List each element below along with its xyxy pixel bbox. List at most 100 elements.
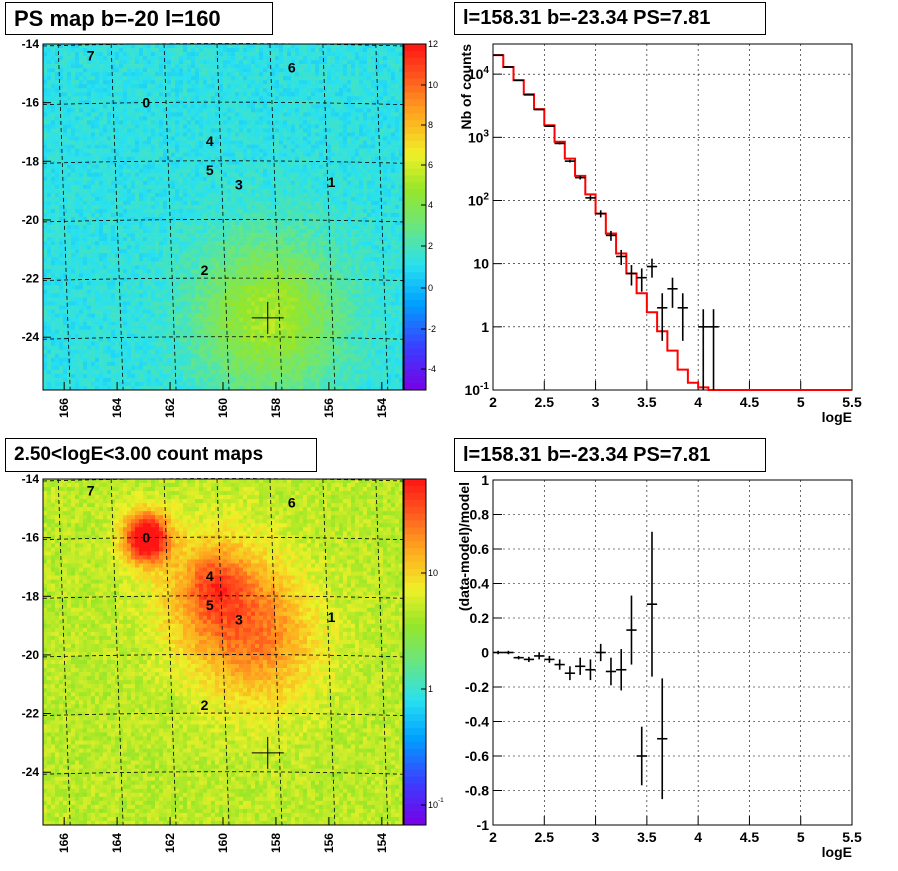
heatmap-cell <box>43 96 48 101</box>
heatmap-cell <box>207 192 212 198</box>
heatmap-cell <box>203 208 208 214</box>
heatmap-cell <box>155 253 160 258</box>
heatmap-cell <box>363 208 368 214</box>
heatmap-cell <box>271 52 276 57</box>
heatmap-cell <box>319 160 324 165</box>
heatmap-cell <box>83 64 88 69</box>
heatmap-cell <box>127 152 132 157</box>
heatmap-cell <box>131 100 136 105</box>
heatmap-cell <box>163 188 168 194</box>
heatmap-cell <box>87 148 92 153</box>
heatmap-cell <box>383 108 388 113</box>
heatmap-cell <box>51 233 56 238</box>
heatmap-cell <box>327 200 332 206</box>
heatmap-cell <box>139 196 144 202</box>
heatmap-cell <box>163 116 168 121</box>
heatmap-cell <box>155 80 160 85</box>
heatmap-cell <box>143 120 148 125</box>
heatmap-cell <box>315 200 320 206</box>
heatmap-cell <box>239 44 244 49</box>
heatmap-cell <box>239 132 244 137</box>
heatmap-cell <box>131 257 136 262</box>
heatmap-cell <box>191 120 196 125</box>
heatmap-cell <box>399 148 404 153</box>
heatmap-cell <box>255 217 260 222</box>
heatmap-cell <box>383 80 388 85</box>
heatmap-cell <box>171 245 176 250</box>
heatmap-cell <box>95 104 100 109</box>
heatmap-cell <box>279 72 284 77</box>
heatmap-cell <box>339 76 344 81</box>
heatmap-cell <box>51 245 56 250</box>
heatmap-cell <box>91 237 96 242</box>
heatmap-cell <box>147 237 152 242</box>
heatmap-cell <box>111 188 116 194</box>
heatmap-cell <box>139 229 144 234</box>
heatmap-cell <box>179 200 184 206</box>
heatmap-cell <box>339 204 344 210</box>
heatmap-cell <box>207 241 212 246</box>
heatmap-cell <box>271 44 276 49</box>
heatmap-cell <box>375 225 380 230</box>
heatmap-cell <box>391 241 396 246</box>
heatmap-cell <box>251 60 256 65</box>
heatmap-cell <box>343 208 348 214</box>
heatmap-cell <box>279 52 284 57</box>
heatmap-cell <box>275 257 280 262</box>
heatmap-cell <box>287 56 292 61</box>
heatmap-cell <box>175 128 180 133</box>
heatmap-cell <box>107 192 112 198</box>
heatmap-cell <box>291 128 296 133</box>
heatmap-cell <box>387 52 392 57</box>
heatmap-cell <box>283 152 288 157</box>
heatmap-cell <box>295 241 300 246</box>
heatmap-cell <box>43 261 48 266</box>
heatmap-cell <box>227 261 232 266</box>
heatmap-cell <box>127 48 132 53</box>
heatmap-cell <box>331 124 336 129</box>
heatmap-cell <box>387 60 392 65</box>
heatmap-cell <box>159 237 164 242</box>
heatmap-cell <box>203 229 208 234</box>
heatmap-cell <box>231 76 236 81</box>
heatmap-cell <box>99 108 104 113</box>
heatmap-cell <box>299 140 304 145</box>
heatmap-cell <box>183 265 188 270</box>
heatmap-cell <box>55 108 60 113</box>
heatmap-cell <box>259 164 264 170</box>
heatmap-cell <box>395 168 400 174</box>
heatmap-cell <box>311 196 316 202</box>
heatmap-cell <box>363 80 368 85</box>
heatmap-cell <box>391 104 396 109</box>
heatmap-cell <box>195 261 200 266</box>
heatmap-cell <box>119 152 124 157</box>
heatmap-cell <box>319 204 324 210</box>
heatmap-cell <box>239 112 244 117</box>
heatmap-cell <box>191 148 196 153</box>
heatmap-cell <box>83 124 88 129</box>
heatmap-cell <box>271 188 276 194</box>
heatmap-cell <box>343 68 348 73</box>
heatmap-cell <box>227 221 232 226</box>
heatmap-cell <box>351 188 356 194</box>
heatmap-cell <box>95 72 100 77</box>
heatmap-cell <box>95 265 100 270</box>
heatmap-cell <box>395 192 400 198</box>
heatmap-cell <box>51 108 56 113</box>
heatmap-cell <box>371 164 376 170</box>
heatmap-cell <box>67 164 72 170</box>
heatmap-cell <box>355 196 360 202</box>
heatmap-cell <box>191 241 196 246</box>
heatmap-cell <box>243 72 248 77</box>
heatmap-cell <box>107 92 112 97</box>
heatmap-cell <box>267 104 272 109</box>
heatmap-cell <box>107 104 112 109</box>
heatmap-cell <box>111 225 116 230</box>
heatmap-cell <box>171 221 176 226</box>
heatmap-cell <box>287 229 292 234</box>
heatmap-cell <box>331 200 336 206</box>
heatmap-cell <box>271 212 276 218</box>
heatmap-cell <box>155 188 160 194</box>
heatmap-cell <box>375 188 380 194</box>
heatmap-cell <box>51 56 56 61</box>
